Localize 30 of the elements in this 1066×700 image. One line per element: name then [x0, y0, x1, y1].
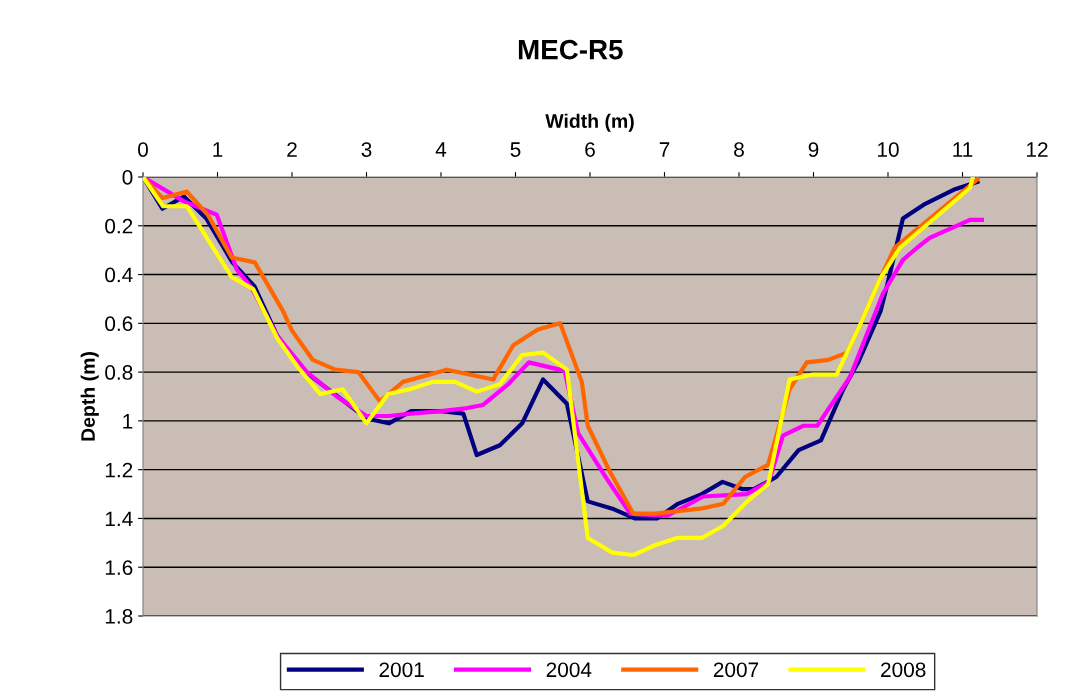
y-tick-label: 0.2 — [105, 218, 133, 234]
x-tick-label: 3 — [361, 142, 372, 157]
y-tick-label: 1.2 — [105, 462, 133, 478]
y-tick-label: 1 — [123, 414, 133, 429]
y-tick-label: 0.4 — [105, 267, 133, 283]
x-tick-label: 4 — [435, 142, 447, 157]
legend-label: 2004 — [546, 662, 592, 678]
x-tick-label: 5 — [510, 142, 521, 157]
x-tick-label: 1 — [213, 142, 223, 157]
y-tick-label: 0.6 — [105, 316, 133, 332]
x-tick-label: 0 — [138, 142, 148, 157]
y-axis-title: Depth (m) — [80, 352, 99, 441]
y-tick-label: 0.8 — [105, 365, 133, 380]
legend-label: 2007 — [713, 662, 759, 678]
x-tick-label: 2 — [287, 142, 297, 157]
y-tick-label: 0 — [122, 170, 133, 185]
x-tick-label: 9 — [808, 142, 819, 157]
x-axis-title: Width (m) — [545, 113, 634, 132]
legend-label: 2008 — [881, 662, 926, 678]
y-tick-label: 1.8 — [105, 609, 133, 624]
legend-label: 2001 — [379, 662, 424, 678]
x-tick-label: 11 — [953, 142, 973, 157]
x-tick-label: 10 — [878, 142, 899, 157]
x-tick-label: 8 — [734, 142, 744, 157]
y-tick-label: 1.4 — [105, 511, 133, 526]
chart-title: MEC-R5 — [518, 39, 623, 60]
y-tick-label: 1.6 — [105, 560, 133, 575]
x-tick-label: 12 — [1027, 142, 1048, 157]
x-tick-label: 7 — [659, 142, 670, 157]
x-tick-label: 6 — [585, 142, 595, 157]
